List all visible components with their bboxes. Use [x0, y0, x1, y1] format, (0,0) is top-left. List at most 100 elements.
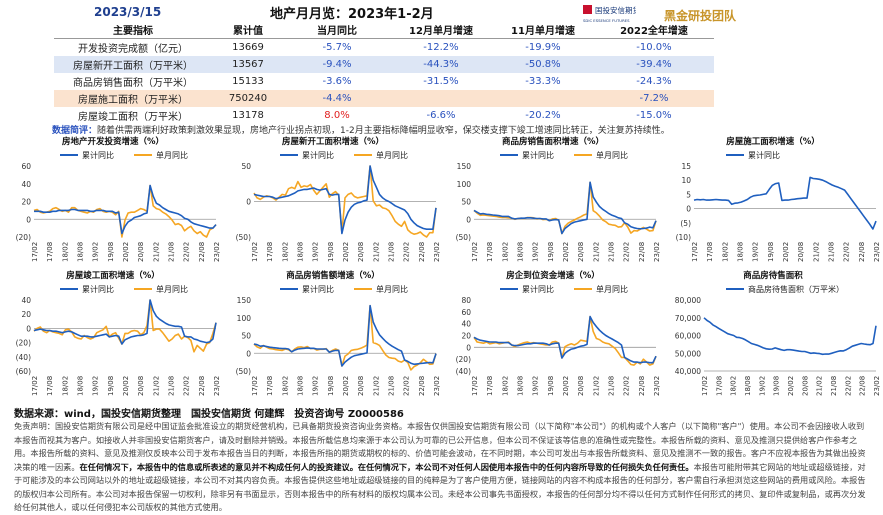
chart-title: 房屋施工面积增速（%）: [726, 136, 820, 147]
x-tick-label: 21/02: [152, 242, 160, 262]
row-nov: -33.3%: [525, 76, 561, 87]
chart-title: 商品房销售额增速（%）: [286, 270, 380, 281]
row-cur: -9.4%: [284, 56, 390, 73]
y-tick-label: 20: [461, 332, 471, 341]
report-date: 2023/3/15: [94, 5, 162, 19]
row-nov: -50.8%: [492, 56, 594, 73]
x-tick-label: 21/08: [168, 242, 176, 262]
row-value: 13178: [232, 110, 264, 121]
x-tick-label: 17/02: [251, 376, 259, 396]
col-header: 主要指标: [54, 21, 212, 39]
y-tick-label: 10: [681, 176, 691, 185]
row-name: 房屋竣工面积（万平米）: [78, 112, 188, 123]
legend-label: 商品房待售面积（万平米）: [748, 284, 844, 294]
logo-subtext: SDIC ESSENCE FUTURES: [583, 18, 630, 23]
y-tick-label: (50): [456, 233, 471, 242]
logo-mark-icon: [583, 5, 592, 14]
series-line: [253, 304, 437, 371]
x-tick-label: 22/02: [403, 376, 411, 396]
row-name: 商品房销售面积（万平米）: [73, 78, 193, 89]
table-row: 房屋新开工面积（万平米） 13567 -9.4% -44.3% -50.8% -…: [54, 56, 714, 73]
chart-sales-area: 商品房销售面积增速（%） 累计同比 单月同比 (50) 0 50 100 150 17/02 17…: [456, 136, 661, 262]
x-tick-label: 20/02: [562, 376, 570, 396]
x-tick-label: 18/02: [501, 376, 509, 396]
row-cur: -3.6%: [322, 76, 352, 87]
x-tick-label: 21/02: [372, 376, 380, 396]
legend-label: 累计同比: [302, 150, 334, 160]
row-name: 房屋施工面积（万平米）: [54, 90, 212, 107]
series-line: [473, 181, 657, 235]
x-tick-label: 22/08: [859, 376, 867, 396]
x-tick-label: 19/08: [107, 242, 115, 262]
y-tick-label: 100: [457, 180, 472, 189]
chart-title: 商品房待售面积: [743, 270, 803, 281]
x-tick-label: 18/08: [77, 242, 85, 262]
chart-title: 房屋新开工面积增速（%）: [282, 136, 384, 147]
chart-title: 房屋竣工面积增速（%）: [66, 270, 160, 281]
logo-text: 国投安信期货: [595, 5, 636, 15]
x-tick-label: 20/08: [797, 242, 805, 262]
table-row: 商品房销售面积（万平米） 15133 -3.6% -31.5% -33.3% -…: [54, 73, 714, 90]
x-tick-label: 21/08: [828, 242, 836, 262]
x-tick-label: 23/02: [873, 376, 881, 396]
legend-label: 单月同比: [376, 284, 408, 294]
x-tick-label: 23/02: [653, 376, 661, 396]
commentary-text: 随着供需两端利好政策刺激效果显现，房地产行业拐点初现，1-2月主要指标降幅明显收…: [97, 126, 670, 136]
series-line: [693, 176, 877, 230]
x-tick-label: 21/02: [592, 376, 600, 396]
y-tick-label: 150: [457, 162, 472, 171]
y-tick-label: 70,000: [675, 314, 701, 323]
row-value: 13567: [212, 56, 284, 73]
row-nov: -20.2%: [525, 110, 561, 121]
x-tick-label: 20/08: [357, 376, 365, 396]
y-tick-label: 5: [686, 190, 691, 199]
x-tick-label: 21/02: [816, 376, 824, 396]
y-tick-label: 0: [466, 343, 471, 352]
x-tick-label: 21/02: [592, 242, 600, 262]
x-tick-label: 23/02: [433, 242, 441, 262]
x-tick-label: 22/02: [844, 376, 852, 396]
disclaimer: 免责声明：国投安信期货有限公司是经中国证监会批准设立的期货经营机构，已具备期货投…: [14, 420, 872, 515]
x-tick-label: 19/02: [532, 242, 540, 262]
series-line: [473, 315, 657, 366]
row-value: 15133: [232, 76, 264, 87]
x-tick-label: 18/02: [281, 242, 289, 262]
x-tick-label: 19/08: [547, 376, 555, 396]
y-tick-label: 50: [461, 198, 471, 207]
row-year: -7.2%: [594, 90, 714, 107]
series-line: [473, 315, 657, 364]
x-tick-label: 21/08: [608, 242, 616, 262]
table-row: 房屋竣工面积（万平米） 13178 8.0% -6.6% -20.2% -15.…: [54, 107, 714, 124]
row-dec: -31.5%: [423, 76, 459, 87]
x-tick-label: 17/08: [715, 376, 723, 396]
x-tick-label: 22/08: [198, 376, 206, 396]
chart-sales-value: 商品房销售额增速（%） 累计同比 单月同比 (50) 0 50 100 150 17/02 17/…: [236, 270, 441, 396]
x-tick-label: 21/02: [372, 242, 380, 262]
x-tick-label: 17/08: [46, 376, 54, 396]
y-tick-label: 40: [21, 180, 31, 189]
series-line: [34, 184, 217, 235]
data-commentary: 数据简评：随着供需两端利好政策刺激效果显现，房地产行业拐点初现，1-2月主要指标…: [52, 123, 670, 136]
indicator-table: 主要指标 累计值 当月同比 12月单月增速 11月单月增速 2022全年增速 开…: [54, 21, 714, 124]
row-name: 房屋新开工面积（万平米）: [54, 56, 212, 73]
x-tick-label: 23/02: [653, 242, 661, 262]
y-tick-label: 50: [241, 332, 251, 341]
y-tick-label: 60: [21, 162, 31, 171]
x-tick-label: 21/02: [152, 376, 160, 396]
x-tick-label: 23/02: [873, 242, 881, 262]
y-tick-label: (20): [456, 355, 471, 364]
x-tick-label: 22/02: [843, 242, 851, 262]
y-tick-label: (40): [456, 367, 471, 376]
y-tick-label: (20): [16, 339, 31, 348]
y-tick-label: 80: [461, 296, 471, 305]
chart-funding: 房企到位资金增速（%） 累计同比 单月同比 (40) (20) 0 20 40 60 80 17/0…: [456, 270, 661, 396]
col-header: 当月同比: [284, 21, 390, 39]
y-tick-label: 60,000: [675, 332, 701, 341]
x-tick-label: 19/08: [327, 376, 335, 396]
x-tick-label: 22/08: [858, 242, 866, 262]
company-logo: 国投安信期货 SDIC ESSENCE FUTURES: [583, 5, 636, 23]
y-tick-label: 50,000: [675, 349, 701, 358]
x-tick-label: 20/02: [342, 242, 350, 262]
x-tick-label: 18/08: [297, 242, 305, 262]
y-tick-label: (60): [16, 367, 31, 376]
